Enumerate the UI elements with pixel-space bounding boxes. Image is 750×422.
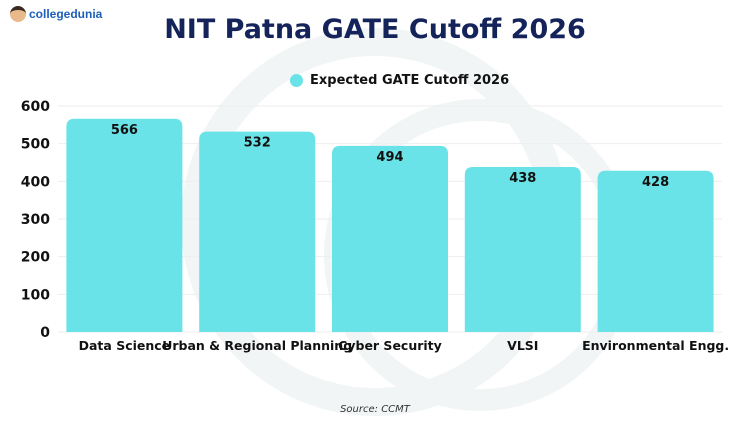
legend-label: Expected GATE Cutoff 2026 [310,73,510,88]
chart-title: NIT Patna GATE Cutoff 2026 [164,14,586,45]
bar [464,167,581,332]
bar [332,145,448,332]
x-tick-label: Data Science [79,338,171,353]
y-tick-label: 200 [21,250,50,266]
data-label: 428 [642,175,669,190]
source-note: Source: CCMT [340,404,410,415]
data-label: 566 [111,123,138,138]
bar [66,118,183,332]
bar [199,131,316,332]
logo-mascot-icon [10,6,26,22]
x-tick-label: VLSI [507,338,538,353]
x-tick-label: Cyber Security [338,338,442,353]
x-tick-label: Environmental Engg. [582,338,729,353]
y-tick-label: 300 [21,212,50,228]
logo-text: collegedunia [29,7,103,21]
y-tick-label: 600 [21,99,50,115]
data-label: 494 [376,150,403,165]
x-tick-label: Urban & Regional Planning [162,338,352,353]
y-tick-label: 400 [21,174,50,190]
y-tick-label: 0 [40,325,50,341]
data-label: 532 [244,136,271,151]
y-tick-label: 100 [21,287,50,303]
data-label: 438 [509,171,536,186]
collegedunia-logo: collegedunia [10,6,102,22]
legend-swatch [290,74,303,87]
bar [597,170,714,332]
legend: Expected GATE Cutoff 2026 [290,73,509,88]
y-tick-label: 500 [21,137,50,153]
